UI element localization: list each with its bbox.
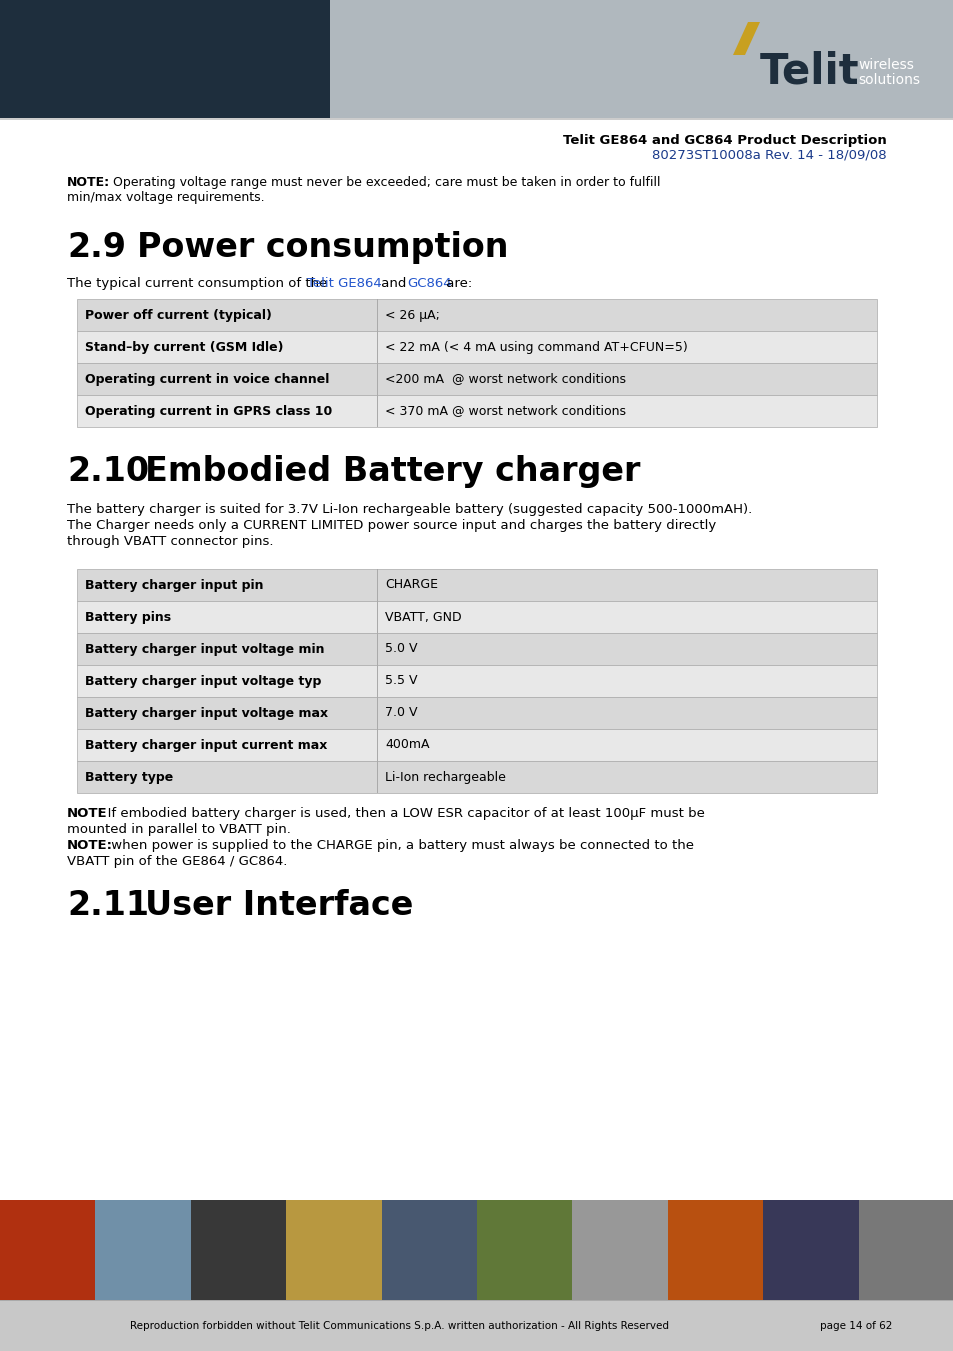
Text: min/max voltage requirements.: min/max voltage requirements. xyxy=(67,190,264,204)
Bar xyxy=(667,1200,763,1300)
Bar xyxy=(77,331,876,363)
Bar xyxy=(376,761,377,793)
Text: Telit GE864: Telit GE864 xyxy=(307,277,381,290)
Bar xyxy=(77,363,876,394)
Text: <200 mA  @ worst network conditions: <200 mA @ worst network conditions xyxy=(385,373,625,385)
Text: < 370 mA @ worst network conditions: < 370 mA @ worst network conditions xyxy=(385,404,625,417)
Text: Telit GE864 and GC864 Product Description: Telit GE864 and GC864 Product Descriptio… xyxy=(562,134,886,147)
Text: Power consumption: Power consumption xyxy=(137,231,508,263)
Bar xyxy=(572,1200,668,1300)
Bar xyxy=(77,601,876,634)
Text: The typical current consumption of the: The typical current consumption of the xyxy=(67,277,332,290)
Bar xyxy=(762,1200,859,1300)
Bar xyxy=(381,1200,477,1300)
Bar xyxy=(77,697,876,730)
Bar xyxy=(476,1200,573,1300)
Text: page 14 of 62: page 14 of 62 xyxy=(820,1321,891,1331)
Bar xyxy=(77,394,876,427)
Text: Operating current in GPRS class 10: Operating current in GPRS class 10 xyxy=(85,404,332,417)
Text: Reproduction forbidden without Telit Communications S.p.A. written authorization: Reproduction forbidden without Telit Com… xyxy=(131,1321,669,1331)
Bar xyxy=(0,1300,953,1351)
Text: Battery charger input voltage typ: Battery charger input voltage typ xyxy=(85,674,321,688)
Text: Telit: Telit xyxy=(760,51,859,93)
Bar xyxy=(858,1200,953,1300)
Bar xyxy=(286,1200,382,1300)
Text: Embodied Battery charger: Embodied Battery charger xyxy=(145,455,639,488)
Text: Battery type: Battery type xyxy=(85,770,173,784)
Bar xyxy=(77,569,876,601)
Bar xyxy=(376,299,377,331)
Bar xyxy=(77,665,876,697)
Text: NOTE:: NOTE: xyxy=(67,839,112,852)
Text: when power is supplied to the CHARGE pin, a battery must always be connected to : when power is supplied to the CHARGE pin… xyxy=(107,839,693,852)
Text: GC864: GC864 xyxy=(407,277,451,290)
Text: solutions: solutions xyxy=(857,73,919,86)
Text: NOTE:: NOTE: xyxy=(67,176,110,189)
Text: 2.9: 2.9 xyxy=(67,231,126,263)
Bar xyxy=(376,665,377,697)
Text: 5.5 V: 5.5 V xyxy=(385,674,417,688)
Bar xyxy=(330,0,953,118)
Text: 7.0 V: 7.0 V xyxy=(385,707,417,720)
Bar xyxy=(376,394,377,427)
Bar xyxy=(0,1200,96,1300)
Bar xyxy=(376,601,377,634)
Bar xyxy=(77,634,876,665)
Text: 2.11: 2.11 xyxy=(67,889,149,921)
Text: Power off current (typical): Power off current (typical) xyxy=(85,308,272,322)
Bar xyxy=(77,299,876,331)
Text: VBATT pin of the GE864 / GC864.: VBATT pin of the GE864 / GC864. xyxy=(67,855,287,867)
Bar xyxy=(376,697,377,730)
Bar xyxy=(0,118,953,120)
Bar xyxy=(376,634,377,665)
Text: The battery charger is suited for 3.7V Li-Ion rechargeable battery (suggested ca: The battery charger is suited for 3.7V L… xyxy=(67,503,752,516)
Bar xyxy=(376,331,377,363)
Text: The Charger needs only a CURRENT LIMITED power source input and charges the batt: The Charger needs only a CURRENT LIMITED… xyxy=(67,519,716,532)
Text: User Interface: User Interface xyxy=(145,889,413,921)
Text: Battery charger input pin: Battery charger input pin xyxy=(85,578,263,592)
Text: Battery charger input voltage min: Battery charger input voltage min xyxy=(85,643,324,655)
Bar xyxy=(191,1200,287,1300)
Text: 5.0 V: 5.0 V xyxy=(385,643,417,655)
Text: < 22 mA (< 4 mA using command AT+CFUN=5): < 22 mA (< 4 mA using command AT+CFUN=5) xyxy=(385,340,687,354)
Text: : If embodied battery charger is used, then a LOW ESR capacitor of at least 100μ: : If embodied battery charger is used, t… xyxy=(99,807,704,820)
Bar xyxy=(77,730,876,761)
Text: Li-Ion rechargeable: Li-Ion rechargeable xyxy=(385,770,505,784)
Bar xyxy=(376,730,377,761)
Bar xyxy=(77,761,876,793)
Text: wireless: wireless xyxy=(857,58,913,72)
Text: 80273ST10008a Rev. 14 - 18/09/08: 80273ST10008a Rev. 14 - 18/09/08 xyxy=(652,149,886,162)
Text: Battery charger input voltage max: Battery charger input voltage max xyxy=(85,707,328,720)
Text: mounted in parallel to VBATT pin.: mounted in parallel to VBATT pin. xyxy=(67,823,291,836)
Text: through VBATT connector pins.: through VBATT connector pins. xyxy=(67,535,274,549)
Text: Operating current in voice channel: Operating current in voice channel xyxy=(85,373,329,385)
Text: CHARGE: CHARGE xyxy=(385,578,437,592)
Text: Battery pins: Battery pins xyxy=(85,611,171,624)
Bar xyxy=(95,1200,192,1300)
Text: VBATT, GND: VBATT, GND xyxy=(385,611,461,624)
Bar xyxy=(376,569,377,601)
Text: 400mA: 400mA xyxy=(385,739,429,751)
Text: < 26 μA;: < 26 μA; xyxy=(385,308,439,322)
Bar xyxy=(376,363,377,394)
Polygon shape xyxy=(732,22,760,55)
Text: Battery charger input current max: Battery charger input current max xyxy=(85,739,327,751)
Text: Operating voltage range must never be exceeded; care must be taken in order to f: Operating voltage range must never be ex… xyxy=(105,176,659,189)
Text: Stand–by current (GSM Idle): Stand–by current (GSM Idle) xyxy=(85,340,283,354)
Bar xyxy=(0,0,330,118)
Text: are:: are: xyxy=(441,277,472,290)
Text: and: and xyxy=(376,277,410,290)
Text: 2.10: 2.10 xyxy=(67,455,149,488)
Text: NOTE: NOTE xyxy=(67,807,108,820)
